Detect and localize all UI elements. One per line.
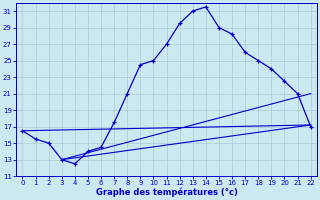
X-axis label: Graphe des températures (°c): Graphe des températures (°c) xyxy=(96,188,237,197)
